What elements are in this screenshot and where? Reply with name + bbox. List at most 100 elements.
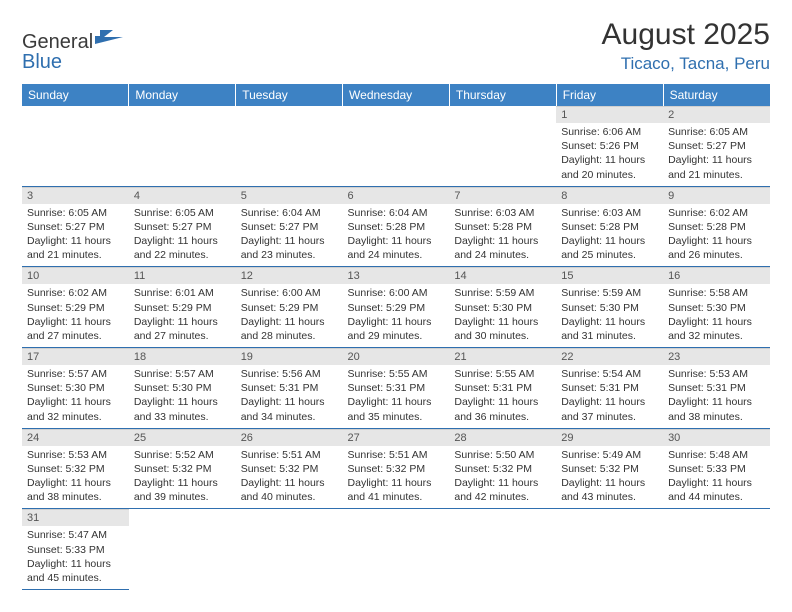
sunset-line: Sunset: 5:28 PM xyxy=(561,221,639,233)
calendar-cell: 30Sunrise: 5:48 AMSunset: 5:33 PMDayligh… xyxy=(663,428,770,509)
day-number: 1 xyxy=(556,106,663,123)
sunrise-line: Sunrise: 5:55 AM xyxy=(454,368,534,380)
sunrise-line: Sunrise: 6:04 AM xyxy=(241,207,321,219)
calendar-header-row: SundayMondayTuesdayWednesdayThursdayFrid… xyxy=(22,84,770,106)
day-body: Sunrise: 5:47 AMSunset: 5:33 PMDaylight:… xyxy=(22,526,129,589)
day-body: Sunrise: 6:05 AMSunset: 5:27 PMDaylight:… xyxy=(22,204,129,267)
day-body: Sunrise: 5:53 AMSunset: 5:32 PMDaylight:… xyxy=(22,446,129,509)
daylight-line: Daylight: 11 hours and 32 minutes. xyxy=(27,396,111,422)
day-number: 24 xyxy=(22,429,129,446)
day-number: 8 xyxy=(556,187,663,204)
daylight-line: Daylight: 11 hours and 35 minutes. xyxy=(348,396,432,422)
sunrise-line: Sunrise: 6:01 AM xyxy=(134,287,214,299)
calendar-cell: 25Sunrise: 5:52 AMSunset: 5:32 PMDayligh… xyxy=(129,428,236,509)
daylight-line: Daylight: 11 hours and 21 minutes. xyxy=(27,235,111,261)
calendar-cell: 17Sunrise: 5:57 AMSunset: 5:30 PMDayligh… xyxy=(22,348,129,429)
calendar-cell: 16Sunrise: 5:58 AMSunset: 5:30 PMDayligh… xyxy=(663,267,770,348)
daylight-line: Daylight: 11 hours and 38 minutes. xyxy=(668,396,752,422)
sunrise-line: Sunrise: 5:53 AM xyxy=(668,368,748,380)
day-body: Sunrise: 6:04 AMSunset: 5:28 PMDaylight:… xyxy=(343,204,450,267)
calendar-cell: 28Sunrise: 5:50 AMSunset: 5:32 PMDayligh… xyxy=(449,428,556,509)
sunset-line: Sunset: 5:32 PM xyxy=(134,463,212,475)
day-body: Sunrise: 5:57 AMSunset: 5:30 PMDaylight:… xyxy=(129,365,236,428)
sunset-line: Sunset: 5:31 PM xyxy=(561,382,639,394)
weekday-header: Tuesday xyxy=(236,84,343,106)
day-number: 14 xyxy=(449,267,556,284)
day-body: Sunrise: 5:51 AMSunset: 5:32 PMDaylight:… xyxy=(343,446,450,509)
calendar-cell: 8Sunrise: 6:03 AMSunset: 5:28 PMDaylight… xyxy=(556,186,663,267)
daylight-line: Daylight: 11 hours and 30 minutes. xyxy=(454,316,538,342)
sunset-line: Sunset: 5:32 PM xyxy=(348,463,426,475)
sunrise-line: Sunrise: 6:00 AM xyxy=(241,287,321,299)
sunrise-line: Sunrise: 5:57 AM xyxy=(27,368,107,380)
daylight-line: Daylight: 11 hours and 29 minutes. xyxy=(348,316,432,342)
daylight-line: Daylight: 11 hours and 27 minutes. xyxy=(134,316,218,342)
header: General Blue August 2025 Ticaco, Tacna, … xyxy=(22,18,770,74)
sunset-line: Sunset: 5:33 PM xyxy=(668,463,746,475)
sunrise-line: Sunrise: 5:49 AM xyxy=(561,449,641,461)
sunset-line: Sunset: 5:30 PM xyxy=(134,382,212,394)
calendar-row: 1Sunrise: 6:06 AMSunset: 5:26 PMDaylight… xyxy=(22,106,770,186)
day-number: 23 xyxy=(663,348,770,365)
sunrise-line: Sunrise: 6:02 AM xyxy=(668,207,748,219)
sunrise-line: Sunrise: 5:51 AM xyxy=(241,449,321,461)
daylight-line: Daylight: 11 hours and 22 minutes. xyxy=(134,235,218,261)
day-body: Sunrise: 6:02 AMSunset: 5:28 PMDaylight:… xyxy=(663,204,770,267)
sunrise-line: Sunrise: 6:03 AM xyxy=(454,207,534,219)
daylight-line: Daylight: 11 hours and 32 minutes. xyxy=(668,316,752,342)
day-body: Sunrise: 6:04 AMSunset: 5:27 PMDaylight:… xyxy=(236,204,343,267)
sunset-line: Sunset: 5:28 PM xyxy=(348,221,426,233)
sunset-line: Sunset: 5:29 PM xyxy=(134,302,212,314)
sunrise-line: Sunrise: 6:05 AM xyxy=(668,126,748,138)
sunrise-line: Sunrise: 5:47 AM xyxy=(27,529,107,541)
calendar-cell: 20Sunrise: 5:55 AMSunset: 5:31 PMDayligh… xyxy=(343,348,450,429)
sunrise-line: Sunrise: 5:59 AM xyxy=(561,287,641,299)
calendar-cell xyxy=(129,106,236,186)
daylight-line: Daylight: 11 hours and 36 minutes. xyxy=(454,396,538,422)
day-body: Sunrise: 5:59 AMSunset: 5:30 PMDaylight:… xyxy=(449,284,556,347)
daylight-line: Daylight: 11 hours and 33 minutes. xyxy=(134,396,218,422)
sunrise-line: Sunrise: 5:54 AM xyxy=(561,368,641,380)
day-body: Sunrise: 5:49 AMSunset: 5:32 PMDaylight:… xyxy=(556,446,663,509)
day-number: 18 xyxy=(129,348,236,365)
sunrise-line: Sunrise: 6:00 AM xyxy=(348,287,428,299)
calendar-table: SundayMondayTuesdayWednesdayThursdayFrid… xyxy=(22,84,770,590)
sunrise-line: Sunrise: 5:53 AM xyxy=(27,449,107,461)
day-number: 10 xyxy=(22,267,129,284)
logo-word-1: General xyxy=(22,31,93,53)
calendar-cell xyxy=(449,106,556,186)
sunset-line: Sunset: 5:31 PM xyxy=(454,382,532,394)
calendar-cell xyxy=(663,509,770,590)
day-number: 4 xyxy=(129,187,236,204)
title-block: August 2025 Ticaco, Tacna, Peru xyxy=(602,18,770,74)
sunset-line: Sunset: 5:28 PM xyxy=(454,221,532,233)
calendar-cell xyxy=(343,509,450,590)
day-body: Sunrise: 5:56 AMSunset: 5:31 PMDaylight:… xyxy=(236,365,343,428)
day-body: Sunrise: 5:59 AMSunset: 5:30 PMDaylight:… xyxy=(556,284,663,347)
day-number: 13 xyxy=(343,267,450,284)
daylight-line: Daylight: 11 hours and 24 minutes. xyxy=(454,235,538,261)
sunset-line: Sunset: 5:32 PM xyxy=(241,463,319,475)
sunrise-line: Sunrise: 5:56 AM xyxy=(241,368,321,380)
sunrise-line: Sunrise: 6:06 AM xyxy=(561,126,641,138)
day-number: 26 xyxy=(236,429,343,446)
sunrise-line: Sunrise: 5:48 AM xyxy=(668,449,748,461)
day-number: 19 xyxy=(236,348,343,365)
sunrise-line: Sunrise: 6:04 AM xyxy=(348,207,428,219)
day-body: Sunrise: 5:53 AMSunset: 5:31 PMDaylight:… xyxy=(663,365,770,428)
day-number: 30 xyxy=(663,429,770,446)
sunset-line: Sunset: 5:31 PM xyxy=(348,382,426,394)
day-body: Sunrise: 5:57 AMSunset: 5:30 PMDaylight:… xyxy=(22,365,129,428)
day-number: 29 xyxy=(556,429,663,446)
sunset-line: Sunset: 5:30 PM xyxy=(561,302,639,314)
calendar-cell: 27Sunrise: 5:51 AMSunset: 5:32 PMDayligh… xyxy=(343,428,450,509)
daylight-line: Daylight: 11 hours and 26 minutes. xyxy=(668,235,752,261)
sunrise-line: Sunrise: 5:50 AM xyxy=(454,449,534,461)
day-body: Sunrise: 5:54 AMSunset: 5:31 PMDaylight:… xyxy=(556,365,663,428)
daylight-line: Daylight: 11 hours and 28 minutes. xyxy=(241,316,325,342)
daylight-line: Daylight: 11 hours and 42 minutes. xyxy=(454,477,538,503)
daylight-line: Daylight: 11 hours and 34 minutes. xyxy=(241,396,325,422)
flag-icon xyxy=(95,26,123,44)
day-number: 12 xyxy=(236,267,343,284)
weekday-header: Wednesday xyxy=(343,84,450,106)
